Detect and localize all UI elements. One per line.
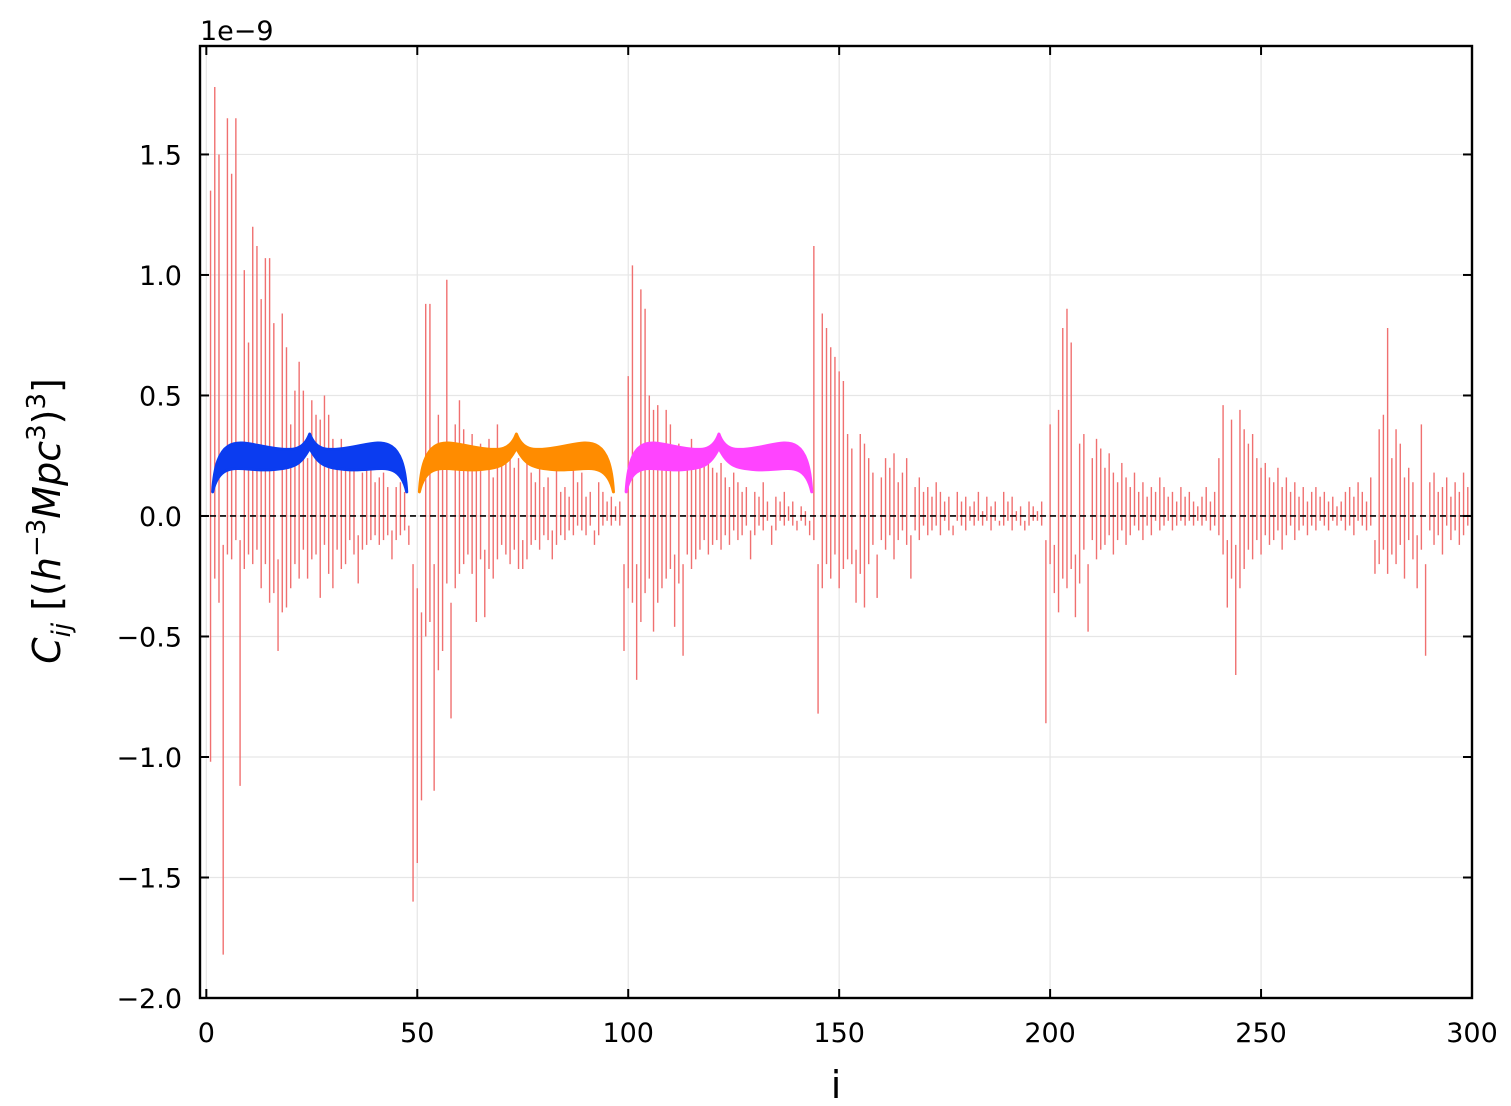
y-tick-label: 1.5 [139, 140, 182, 171]
x-tick-label: 100 [602, 1018, 654, 1049]
x-tick-label: 50 [400, 1018, 434, 1049]
y-tick-label: −0.5 [116, 622, 182, 653]
brace [624, 432, 814, 494]
y-tick-label: −1.5 [116, 863, 182, 894]
x-tick-label: 250 [1235, 1018, 1287, 1049]
y-title-unit-close: ] [25, 378, 69, 393]
y-tick-label: 1.0 [139, 261, 182, 292]
y-title-unit-open: [( [25, 581, 69, 623]
y-offset-label: 1e−9 [200, 16, 274, 47]
y-title-sub: ij [47, 622, 77, 637]
y-tick-labels: −2.0 −1.5 −1.0 −0.5 0.0 0.5 1.0 1.5 [116, 140, 182, 1015]
x-tick-label: 0 [198, 1018, 215, 1049]
y-title-outer-sup: 3 [22, 393, 52, 410]
y-title-main: C [25, 637, 69, 664]
y-title-mpc: Mpc [25, 441, 69, 519]
ticks [200, 46, 1473, 999]
bars [209, 86, 1473, 955]
y-title-h-sup: −3 [22, 519, 52, 557]
braces [211, 432, 814, 494]
y-tick-label: −1.0 [116, 743, 182, 774]
y-title-close-paren: ) [25, 410, 69, 425]
x-tick-labels: 0 50 100 150 200 250 300 [198, 1018, 1498, 1049]
x-tick-label: 150 [813, 1018, 865, 1049]
x-tick-label: 200 [1024, 1018, 1076, 1049]
plot-frame [198, 44, 1474, 1000]
y-axis-title: Cij [(h−3Mpc3)3] [22, 378, 77, 664]
brace [417, 432, 615, 494]
x-tick-label: 300 [1446, 1018, 1498, 1049]
x-axis-title: i [831, 1063, 842, 1106]
y-tick-label: −2.0 [116, 984, 182, 1015]
y-tick-label: 0.5 [139, 381, 182, 412]
y-tick-label: 0.0 [139, 502, 182, 533]
y-title-h: h [25, 557, 69, 581]
y-title-mpc-sup: 3 [22, 424, 52, 441]
brace [211, 432, 409, 494]
